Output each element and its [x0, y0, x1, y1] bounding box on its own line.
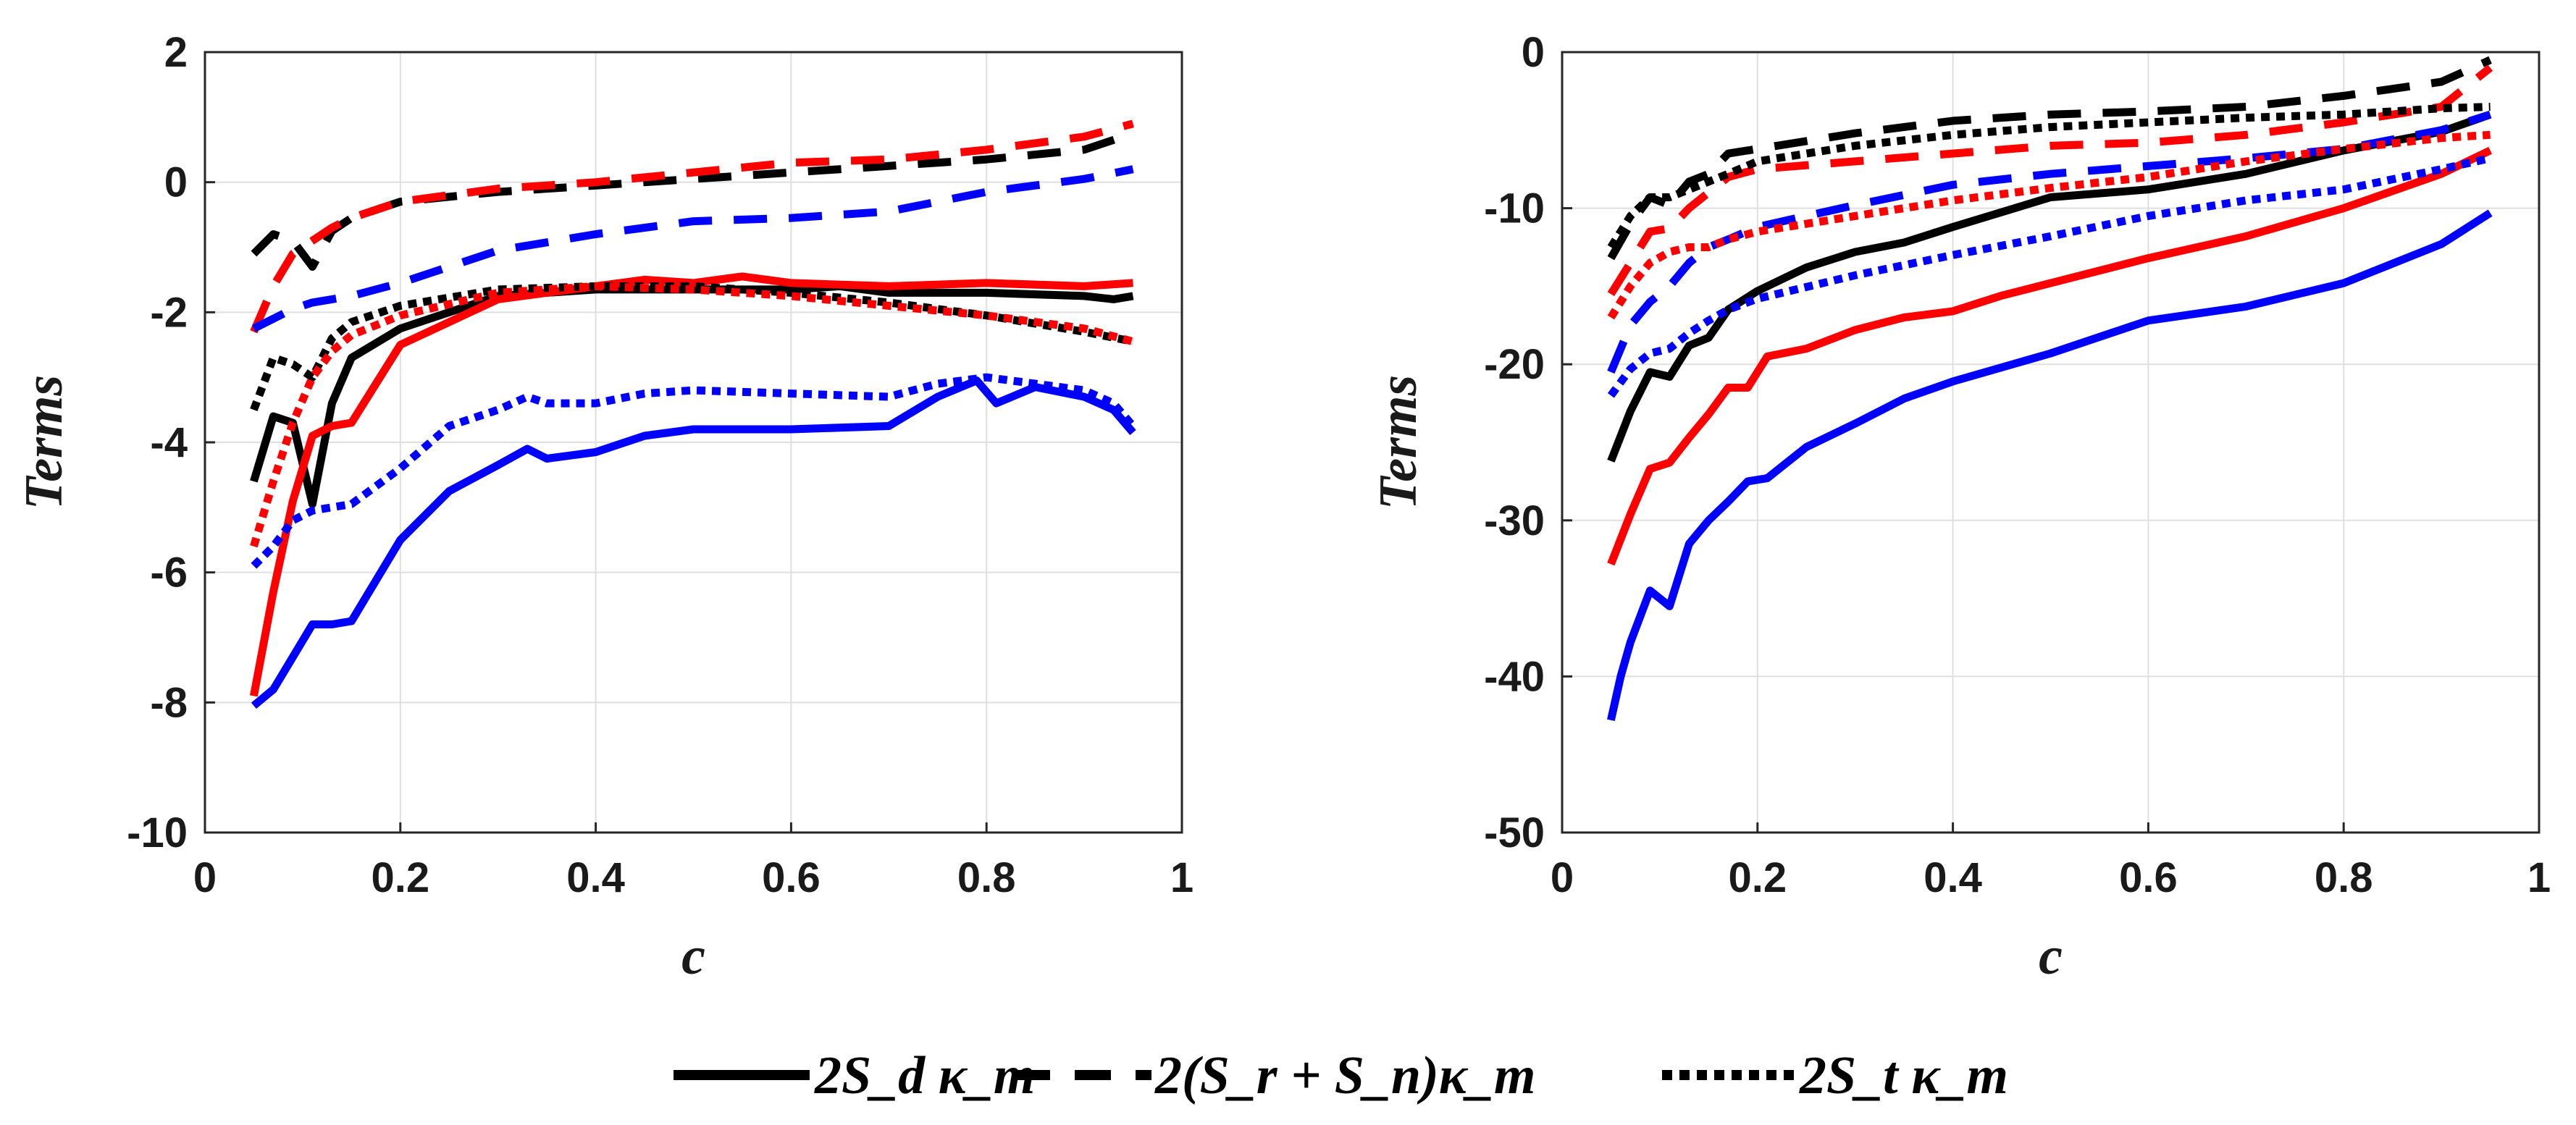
- legend-solid-label: 2S_d κ_m: [814, 1046, 1035, 1105]
- left-series-black-dashed: [251, 130, 1135, 271]
- right-y-tick-label: -40: [1484, 653, 1545, 700]
- legend: 2S_d κ_m 2(S_r + S_n)κ_m 2S_t κ_m: [674, 1046, 2008, 1105]
- right-series-blue-solid: [1607, 209, 2493, 721]
- left-x-tick-label: 0.8: [957, 854, 1016, 901]
- right-series-black-dashed: [1607, 56, 2492, 261]
- right-x-tick-label: 0.6: [2119, 854, 2178, 901]
- left-series-red-dotted: [250, 282, 1134, 548]
- left-series-black-dotted: [250, 282, 1134, 412]
- right-series-black-dotted: [1607, 103, 2491, 250]
- left-y-tick-label: -8: [150, 679, 188, 726]
- right-series-red-dashed: [1607, 64, 2493, 297]
- left-series-blue-dotted: [251, 373, 1136, 569]
- right-y-axis-label: Terms: [1369, 375, 1428, 510]
- right-series-red-solid: [1607, 146, 2492, 566]
- right-x-tick-label: 0.8: [2315, 854, 2373, 901]
- left-y-tick-label: 0: [164, 159, 188, 206]
- left-x-tick-label: 0.2: [371, 854, 429, 901]
- right-y-tick-label: -50: [1484, 809, 1545, 856]
- left-chart-panel: 0 0.2 0.4 0.6 0.8 1 -10 -8 -6 -4 -2 0 2 c Terms: [14, 29, 1193, 986]
- right-y-tick-label: 0: [1522, 29, 1545, 76]
- left-y-tick-label: -10: [127, 809, 188, 856]
- right-x-axis-label: c: [2039, 927, 2063, 986]
- legend-dashed-label: 2(S_r + S_n)κ_m: [1154, 1046, 1535, 1105]
- right-x-tick-label: 0.2: [1728, 854, 1787, 901]
- left-y-tick-label: -4: [150, 419, 188, 466]
- legend-dotted-label: 2S_t κ_m: [1799, 1046, 2008, 1105]
- right-plot-frame: [1561, 51, 2541, 834]
- left-y-tick-label: -2: [150, 289, 188, 336]
- left-x-axis-label: c: [681, 927, 705, 986]
- right-y-tick-label: -10: [1484, 185, 1545, 232]
- right-x-tick-label: 0.4: [1923, 854, 1982, 901]
- right-x-tick-label: 1: [2527, 854, 2551, 901]
- left-series-red-dashed: [250, 119, 1134, 334]
- left-y-axis-label: Terms: [14, 375, 74, 510]
- right-series-black-solid: [1607, 111, 2492, 463]
- right-series-red-dotted: [1607, 130, 2491, 320]
- right-y-tick-label: -20: [1484, 341, 1545, 388]
- right-y-tick-label: -30: [1484, 497, 1545, 544]
- right-series-blue-dotted: [1607, 154, 2491, 398]
- left-x-tick-label: 0.4: [566, 854, 625, 901]
- left-x-tick-label: 1: [1170, 854, 1193, 901]
- left-x-tick-label: 0: [193, 854, 217, 901]
- right-x-tick-label: 0: [1551, 854, 1574, 901]
- left-series-blue-dashed: [251, 165, 1134, 332]
- left-y-tick-label: -6: [150, 549, 188, 597]
- left-y-tick-label: 2: [164, 29, 188, 76]
- left-x-tick-label: 0.6: [762, 854, 821, 901]
- right-chart-panel: 0 0.2 0.4 0.6 0.8 1 -50 -40 -30 -20 -10 0 c Terms: [1369, 29, 2551, 986]
- left-series-blue-solid: [251, 376, 1136, 709]
